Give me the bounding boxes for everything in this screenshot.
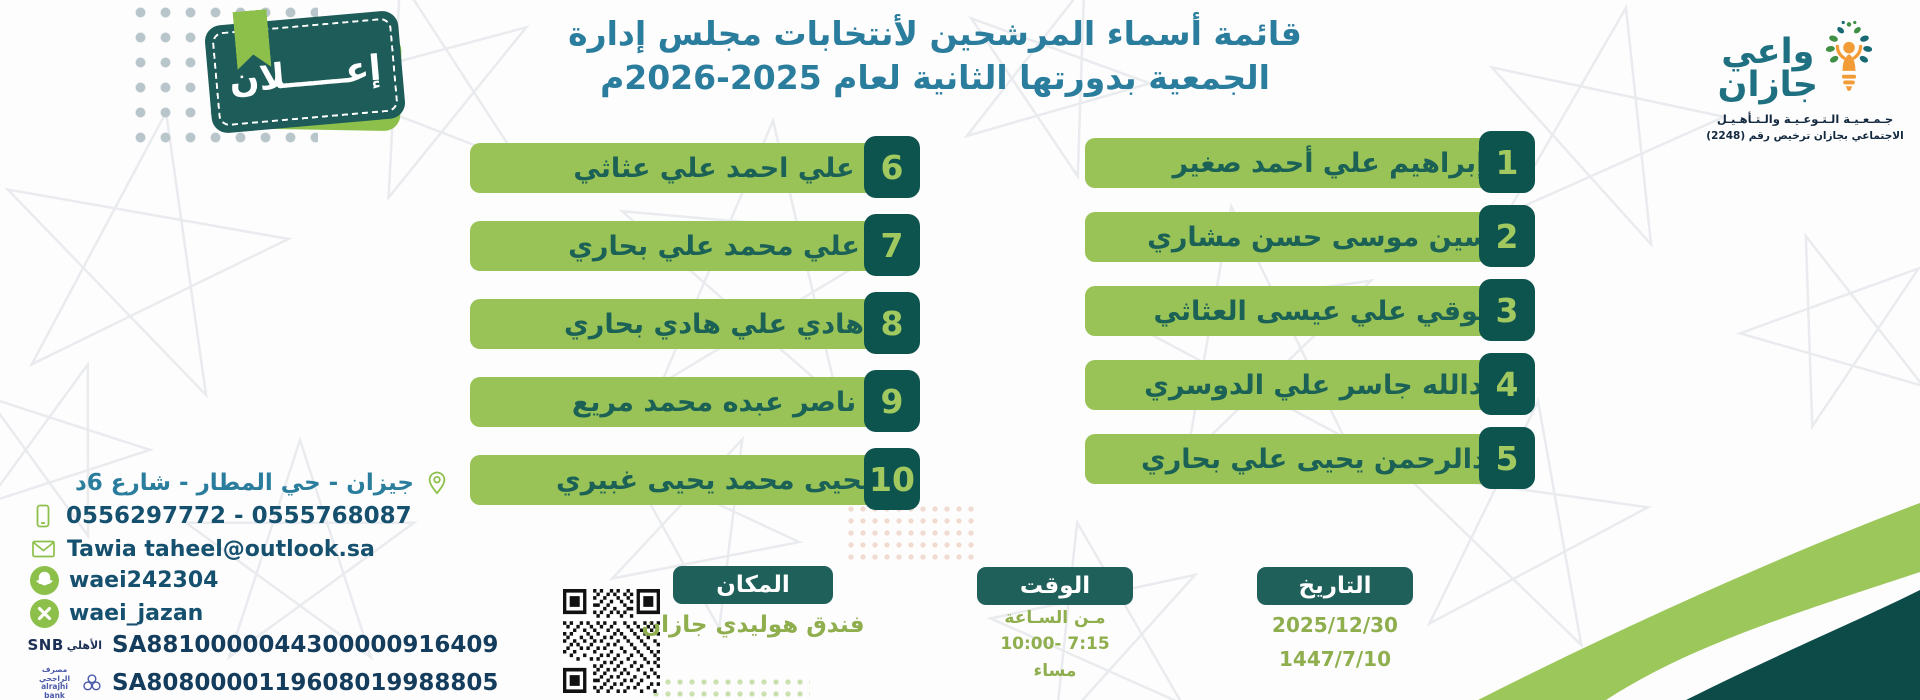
iban-snb-row: SNB الأهلي SA8810000044300000916409 bbox=[27, 632, 498, 658]
x-row: waei_jazan bbox=[30, 599, 450, 628]
logo-bulb-icon bbox=[1825, 20, 1873, 91]
candidate-row: هادي علي هادي بحاري 8 bbox=[470, 292, 920, 354]
candidate-bar: هادي علي هادي بحاري bbox=[470, 299, 908, 349]
phone-row: 0556297772 - 0555768087 bbox=[30, 503, 450, 529]
logo-name-line-2: جازان bbox=[1717, 65, 1818, 105]
candidate-row: علي محمد علي بحاري 7 bbox=[470, 214, 920, 276]
snapchat-row: waei242304 bbox=[30, 566, 450, 595]
candidate-bar: حسين موسى حسن مشاري bbox=[1085, 212, 1523, 262]
candidate-number: 2 bbox=[1479, 205, 1535, 267]
candidate-name: ناصر عبده محمد مريع bbox=[571, 386, 857, 418]
address-text: جيزان - حي المطار - شارع 6د bbox=[74, 470, 414, 496]
date-hijri: 1447/7/10 bbox=[1278, 647, 1392, 671]
x-handle: waei_jazan bbox=[69, 601, 204, 626]
candidate-number: 10 bbox=[864, 448, 920, 510]
candidate-name: عبدالله جاسر علي الدوسري bbox=[1144, 369, 1514, 401]
candidate-name: هادي علي هادي بحاري bbox=[564, 308, 864, 340]
qr-code bbox=[563, 589, 660, 693]
dot-patch-decoration bbox=[650, 676, 810, 700]
snb-logo-arabic: الأهلي bbox=[66, 638, 102, 652]
candidate-row: إبراهيم علي أحمد صغير 1 bbox=[1085, 131, 1535, 193]
candidate-name: يحيى محمد يحيى غبيري bbox=[556, 464, 872, 496]
candidate-bar: إبراهيم علي أحمد صغير bbox=[1085, 138, 1523, 188]
candidate-row: عبدالله جاسر علي الدوسري 4 bbox=[1085, 353, 1535, 415]
candidate-name: علي محمد علي بحاري bbox=[568, 230, 860, 262]
x-icon bbox=[30, 599, 59, 628]
candidate-number: 5 bbox=[1479, 427, 1535, 489]
date-header: التاريخ bbox=[1257, 567, 1413, 605]
candidate-name: عبدالرحمن يحيى علي بحاري bbox=[1140, 443, 1518, 475]
snapchat-icon bbox=[30, 566, 59, 595]
candidate-bar: علي محمد علي بحاري bbox=[470, 221, 908, 271]
time-header: الوقت bbox=[977, 567, 1133, 605]
iban-snb: SA8810000044300000916409 bbox=[112, 632, 499, 658]
time-value-line2: 10:00- 7:15 bbox=[1000, 634, 1110, 654]
candidate-number: 1 bbox=[1479, 131, 1535, 193]
candidate-bar: ناصر عبده محمد مريع bbox=[470, 377, 908, 427]
candidate-number: 4 bbox=[1479, 353, 1535, 415]
iban-rajhi-row: مصرف الراجحي alrajhi bank SA808000011960… bbox=[30, 665, 498, 700]
logo-subtitle-2: الاجتماعي بجازان ترخيص رقم (2248) bbox=[1706, 130, 1904, 142]
location-pin-icon bbox=[428, 471, 446, 495]
candidate-name: علي احمد علي عثاثي bbox=[573, 152, 855, 184]
candidate-bar: علي احمد علي عثاثي bbox=[470, 143, 908, 193]
candidates-column-right: إبراهيم علي أحمد صغير 1 حسين موسى حسن مش… bbox=[1085, 131, 1535, 508]
title-line-2: الجمعية بدورتها الثانية لعام 2025-2026م bbox=[600, 58, 1270, 97]
title-line-1: قائمة أسماء المرشحين لأنتخابات مجلس إدار… bbox=[568, 14, 1302, 53]
email-text: Tawia taheel@outlook.sa bbox=[67, 536, 375, 562]
candidate-row: علي احمد علي عثاثي 6 bbox=[470, 136, 920, 198]
candidate-row: ناصر عبده محمد مريع 9 bbox=[470, 370, 920, 432]
date-gregorian: 2025/12/30 bbox=[1272, 613, 1398, 637]
candidate-name: حسين موسى حسن مشاري bbox=[1147, 221, 1511, 253]
candidate-name: إبراهيم علي أحمد صغير bbox=[1172, 147, 1486, 179]
candidate-number: 9 bbox=[864, 370, 920, 432]
phone-numbers: 0556297772 - 0555768087 bbox=[66, 503, 412, 529]
candidate-bar: شوقي علي عيسى العثاثي bbox=[1085, 286, 1523, 336]
rajhi-logo-text: مصرف الراجحي alrajhi bank bbox=[39, 665, 71, 700]
candidate-name: شوقي علي عيسى العثاثي bbox=[1153, 295, 1505, 327]
address-row: جيزان - حي المطار - شارع 6د bbox=[30, 470, 450, 496]
iban-rajhi: SA8080000119608019988805 bbox=[112, 670, 499, 696]
logo-name: واعي جازان bbox=[1717, 32, 1818, 105]
rajhi-trefoil-icon bbox=[83, 674, 101, 691]
candidate-row: شوقي علي عيسى العثاثي 3 bbox=[1085, 279, 1535, 341]
candidate-row: عبدالرحمن يحيى علي بحاري 5 bbox=[1085, 427, 1535, 489]
email-row: Tawia taheel@outlook.sa bbox=[30, 536, 450, 562]
candidate-number: 6 bbox=[864, 136, 920, 198]
announcement-badge: إعـــــلان bbox=[203, 10, 407, 135]
rajhi-bank-logo: مصرف الراجحي alrajhi bank bbox=[30, 665, 102, 700]
candidate-bar: يحيى محمد يحيى غبيري bbox=[470, 455, 908, 505]
candidate-row: يحيى محمد يحيى غبيري 10 bbox=[470, 448, 920, 510]
time-value-line3: مساء bbox=[1033, 661, 1077, 681]
candidate-bar: عبدالرحمن يحيى علي بحاري bbox=[1085, 434, 1523, 484]
candidates-column-left: علي احمد علي عثاثي 6 علي محمد علي بحاري … bbox=[470, 136, 920, 533]
email-icon bbox=[32, 540, 55, 558]
dot-patch-decoration bbox=[845, 503, 975, 561]
candidate-number: 3 bbox=[1479, 279, 1535, 341]
candidate-bar: عبدالله جاسر علي الدوسري bbox=[1085, 360, 1523, 410]
candidate-number: 8 bbox=[864, 292, 920, 354]
snapchat-handle: waei242304 bbox=[69, 568, 219, 593]
snb-logo-text: SNB bbox=[27, 636, 64, 654]
org-logo: واعي جازان جـمـعـيـة الـتـوعـيـة والـتـأ… bbox=[1700, 12, 1910, 152]
candidate-row: حسين موسى حسن مشاري 2 bbox=[1085, 205, 1535, 267]
place-header: المكان bbox=[673, 566, 833, 604]
logo-subtitle-1: جـمـعـيـة الـتـوعـيـة والـتـأهـيـل bbox=[1716, 112, 1894, 126]
poster-title: قائمة أسماء المرشحين لأنتخابات مجلس إدار… bbox=[460, 12, 1410, 100]
time-value-line1: مـن السـاعة bbox=[1004, 608, 1106, 628]
candidate-number: 7 bbox=[864, 214, 920, 276]
place-value: فندق هوليدي جازان bbox=[641, 612, 865, 638]
phone-icon bbox=[36, 504, 50, 528]
snb-bank-logo: SNB الأهلي bbox=[27, 636, 102, 654]
logo-name-line-1: واعي bbox=[1721, 32, 1815, 72]
